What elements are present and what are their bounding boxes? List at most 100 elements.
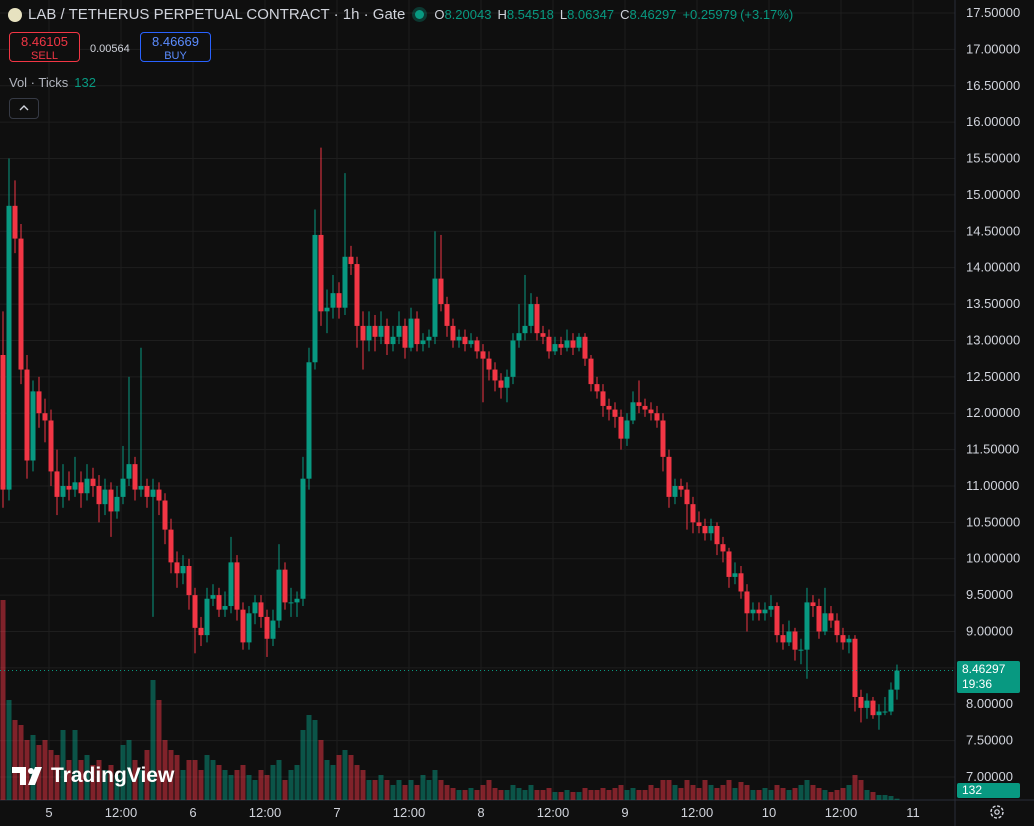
ohlc-value: 8.54518 [506, 7, 554, 22]
volume-bar [510, 785, 516, 800]
candle-body [882, 711, 888, 713]
volume-bar [174, 755, 180, 800]
volume-bar [888, 796, 894, 800]
y-tick-label: 12.50000 [966, 369, 1020, 384]
y-tick-label: 10.50000 [966, 514, 1020, 529]
logo-text: TradingView [51, 764, 175, 787]
ohlc-value: 8.20043 [444, 7, 492, 22]
volume-bar [834, 790, 840, 800]
volume-bar [54, 755, 60, 800]
volume-bar [126, 740, 132, 800]
last-price-label: 8.46297 19:36 [957, 661, 1020, 693]
candle-body [816, 606, 822, 632]
indicator-value: 132 [74, 75, 96, 90]
candle-body [624, 420, 630, 439]
volume-bar [504, 790, 510, 800]
volume-bar [858, 780, 864, 800]
volume-bar [528, 785, 534, 800]
candle-body [726, 551, 732, 577]
candle-body [162, 500, 168, 530]
y-tick-label: 11.00000 [966, 478, 1019, 493]
candle-body [270, 620, 276, 639]
candle-body [714, 525, 720, 545]
candle-body [822, 613, 828, 632]
candle-body [558, 344, 564, 348]
candle-body [864, 700, 870, 708]
x-tick-label: 12:00 [537, 805, 570, 820]
candle-body [216, 595, 222, 610]
last-price: 8.46297 [962, 662, 1006, 676]
symbol-icon [8, 7, 22, 22]
y-tick-label: 8.00000 [966, 696, 1013, 711]
volume-bar [462, 790, 468, 800]
settings-icon[interactable] [990, 805, 1004, 819]
volume-bar [852, 775, 858, 800]
y-tick-label: 9.00000 [966, 623, 1013, 638]
candle-body [858, 696, 864, 708]
candle-body [870, 700, 876, 716]
candle-body [744, 591, 750, 614]
candle-body [642, 405, 648, 410]
candle-body [672, 485, 678, 497]
candle-body [876, 711, 882, 716]
candle-body [696, 522, 702, 526]
candle-body [306, 362, 312, 479]
candle-body [132, 464, 138, 490]
candle-body [600, 391, 606, 406]
candle-body [336, 293, 342, 308]
volume-bar [120, 745, 126, 800]
volume-bar [786, 790, 792, 800]
y-tick-label: 17.50000 [966, 5, 1020, 20]
candle-body [330, 293, 336, 308]
x-tick-label: 5 [45, 805, 52, 820]
candle-body [522, 325, 528, 334]
candle-body [276, 569, 282, 621]
candle-body [792, 631, 798, 650]
volume-bar [78, 760, 84, 800]
ohlc-label: O [434, 7, 445, 22]
y-tick-label: 13.50000 [966, 296, 1020, 311]
volume-bar [630, 788, 636, 800]
volume-bar [144, 750, 150, 800]
volume-bar [420, 775, 426, 800]
candle-body [762, 609, 768, 614]
sell-button[interactable]: 8.46105 SELL [9, 32, 80, 62]
candle-body [456, 336, 462, 341]
settings-gear [990, 805, 1004, 819]
candle-body [138, 485, 144, 490]
candle-body [780, 635, 786, 643]
candle-body [786, 631, 792, 643]
collapse-button[interactable] [9, 98, 39, 119]
ohlc-value: 8.06347 [567, 7, 615, 22]
volume-bar [492, 788, 498, 800]
candle-body [300, 478, 306, 599]
volume-bar [378, 775, 384, 800]
y-tick-label: 7.00000 [966, 769, 1013, 784]
volume-bar [798, 785, 804, 800]
candle-body [594, 384, 600, 392]
logo-mark [12, 767, 42, 785]
candle-body [6, 205, 12, 490]
indicator-label[interactable]: Vol · Ticks [9, 75, 69, 90]
candle-body [366, 325, 372, 341]
candle-body [114, 496, 120, 512]
volume-bar [648, 785, 654, 800]
volume-bar [780, 788, 786, 800]
candle-body [630, 402, 636, 421]
volume-bar [426, 780, 432, 800]
volume-bar [480, 785, 486, 800]
volume-bar [162, 740, 168, 800]
candle-body [552, 344, 558, 352]
volume-bar [360, 770, 366, 800]
volume-bar [876, 795, 882, 800]
volume-bar [96, 760, 102, 800]
symbol-title[interactable]: LAB / TETHERUS PERPETUAL CONTRACT · 1h ·… [28, 6, 406, 23]
candle-body [144, 485, 150, 497]
volume-bar [516, 788, 522, 800]
spread: 0.00564 [90, 43, 130, 55]
y-tick-label: 17.00000 [966, 41, 1020, 56]
buy-button[interactable]: 8.46669 BUY [140, 32, 211, 62]
candle-body [396, 325, 402, 337]
volume-bar [240, 765, 246, 800]
volume-bar [456, 790, 462, 800]
